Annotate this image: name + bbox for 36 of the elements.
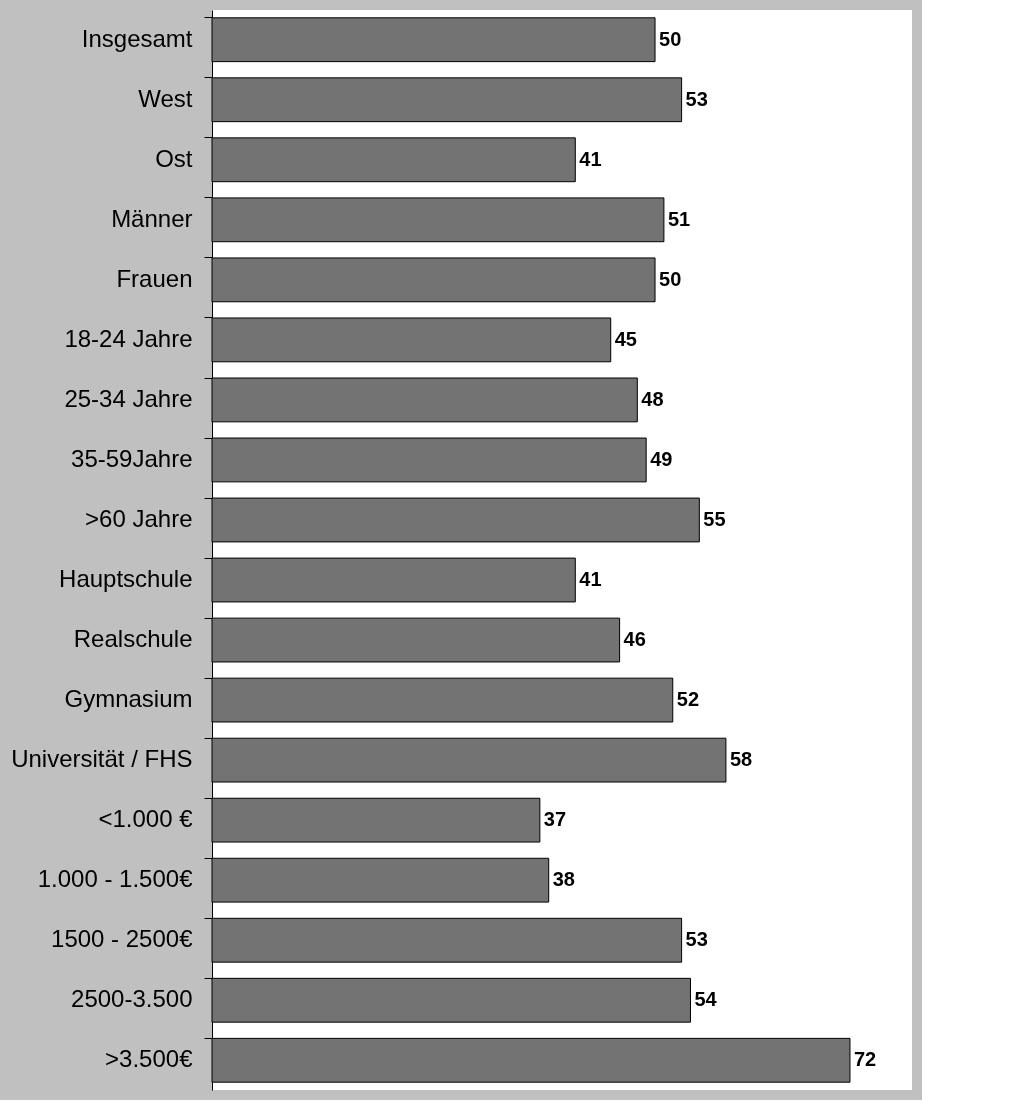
y-tick-label: Männer xyxy=(111,204,193,232)
y-tick-label: Hauptschule xyxy=(59,565,193,593)
data-label: 53 xyxy=(685,928,708,951)
data-label: 58 xyxy=(729,748,753,771)
data-label: 38 xyxy=(552,868,575,891)
y-tick-label: West xyxy=(138,84,193,112)
y-tick-label: Universität / FHS xyxy=(11,745,193,773)
data-label: 50 xyxy=(659,267,682,290)
y-tick-label: 18-24 Jahre xyxy=(64,324,193,352)
data-label: 72 xyxy=(853,1048,877,1071)
data-label: 49 xyxy=(650,447,673,470)
data-label: 53 xyxy=(685,87,708,110)
y-tick-label: Realschule xyxy=(73,625,193,653)
data-label: 37 xyxy=(543,808,567,831)
data-label: 51 xyxy=(667,207,691,230)
y-tick-label: Insgesamt xyxy=(81,24,193,52)
y-tick-label: >3.500€ xyxy=(105,1045,194,1073)
y-tick-label: >60 Jahre xyxy=(85,504,193,532)
y-tick-label: 1.000 - 1.500€ xyxy=(37,865,194,893)
y-tick-label: Gymnasium xyxy=(64,685,193,713)
y-tick-label: Frauen xyxy=(116,264,193,292)
data-label: 55 xyxy=(703,507,726,530)
y-tick-label: 1500 - 2500€ xyxy=(51,925,194,953)
y-tick-label: Ost xyxy=(155,144,193,172)
data-label: 48 xyxy=(641,387,664,410)
y-tick-label: 2500-3.500 xyxy=(71,985,193,1013)
y-tick-label: 25-34 Jahre xyxy=(64,384,193,412)
data-label: 50 xyxy=(659,27,682,50)
data-label: 45 xyxy=(614,327,637,350)
data-label: 54 xyxy=(694,988,718,1011)
data-label: 41 xyxy=(579,147,602,170)
data-label: 41 xyxy=(579,568,602,591)
y-tick-label: 35-59Jahre xyxy=(71,444,193,472)
data-label: 46 xyxy=(623,628,646,651)
y-tick-label: <1.000 € xyxy=(98,805,194,833)
data-label: 52 xyxy=(676,688,700,711)
